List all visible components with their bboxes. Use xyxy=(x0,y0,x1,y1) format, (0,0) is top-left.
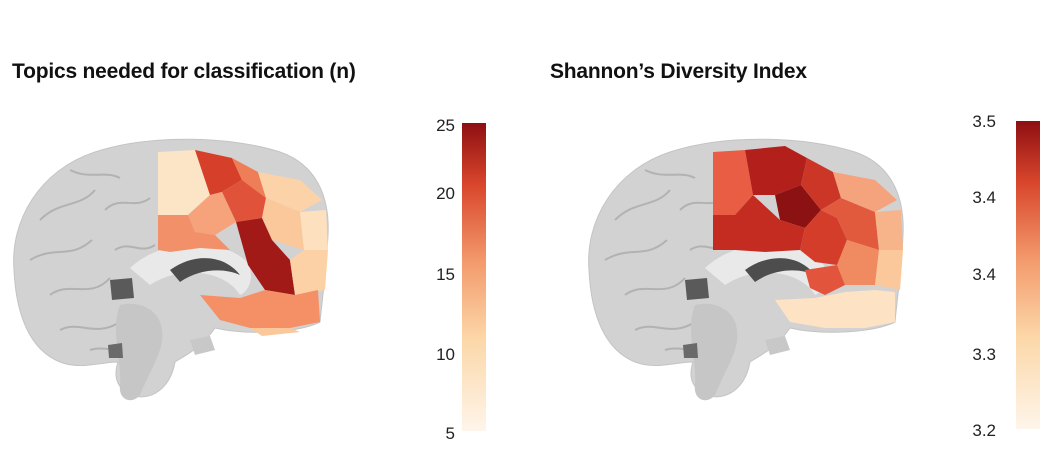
parcel xyxy=(250,328,300,336)
colorbar-tick: 3.3 xyxy=(972,345,996,364)
parcel xyxy=(200,290,320,328)
parcel xyxy=(875,210,903,250)
colorbar-tick: 15 xyxy=(436,265,455,284)
parcel xyxy=(837,240,879,285)
parcels xyxy=(158,150,328,336)
parcel xyxy=(805,265,845,295)
small-structure xyxy=(765,336,790,355)
parcel xyxy=(232,158,266,198)
panel-diversity: Shannon’s Diversity Index xyxy=(530,0,1050,450)
parcel xyxy=(775,290,895,328)
colorbar-gradient xyxy=(1016,121,1040,429)
parcel xyxy=(236,218,295,295)
colorbar-tick: 3.4 xyxy=(972,188,996,207)
parcel xyxy=(800,210,847,265)
parcel xyxy=(833,172,897,212)
panel-title: Shannon’s Diversity Index xyxy=(550,60,807,83)
parcel xyxy=(875,250,903,290)
colorbar-tick: 20 xyxy=(436,184,455,203)
colorbar-tick: 3.4 xyxy=(972,265,996,284)
brainstem xyxy=(690,303,738,401)
parcel xyxy=(745,146,807,195)
dark-region xyxy=(108,343,123,358)
colorbar-tick: 3.2 xyxy=(972,421,996,440)
parcel xyxy=(290,250,328,295)
dark-region xyxy=(110,278,134,300)
parcel xyxy=(258,172,322,212)
colorbar xyxy=(1016,121,1040,429)
parcel xyxy=(195,150,242,195)
parcel xyxy=(158,215,230,252)
dark-region xyxy=(683,343,698,358)
brainstem xyxy=(115,303,163,401)
colorbar xyxy=(462,123,486,431)
colorbar-tick: 10 xyxy=(436,345,455,364)
colorbar-tick: 25 xyxy=(436,116,455,135)
ventricle xyxy=(745,258,815,282)
parcel xyxy=(222,180,266,222)
parcel xyxy=(158,150,210,215)
parcel xyxy=(713,195,805,252)
colorbar-gradient xyxy=(462,123,486,431)
panel-title: Topics needed for classification (n) xyxy=(12,60,356,83)
parcel xyxy=(188,192,236,235)
parcel xyxy=(713,150,753,215)
parcel xyxy=(262,198,304,250)
colorbar-tick: 5 xyxy=(445,424,455,443)
parcel xyxy=(300,210,328,250)
parcel xyxy=(775,185,821,228)
colorbar-tick: 3.5 xyxy=(972,112,996,131)
ventricle xyxy=(170,258,240,282)
parcel xyxy=(801,158,841,210)
brain-sagittal-map xyxy=(588,138,904,401)
parcels xyxy=(713,146,903,328)
brain-sagittal-map xyxy=(13,138,329,401)
parcel xyxy=(821,198,879,250)
small-structure xyxy=(190,336,215,355)
dark-region xyxy=(685,278,709,300)
panel-topics: Topics needed for classification (n) xyxy=(0,0,500,450)
